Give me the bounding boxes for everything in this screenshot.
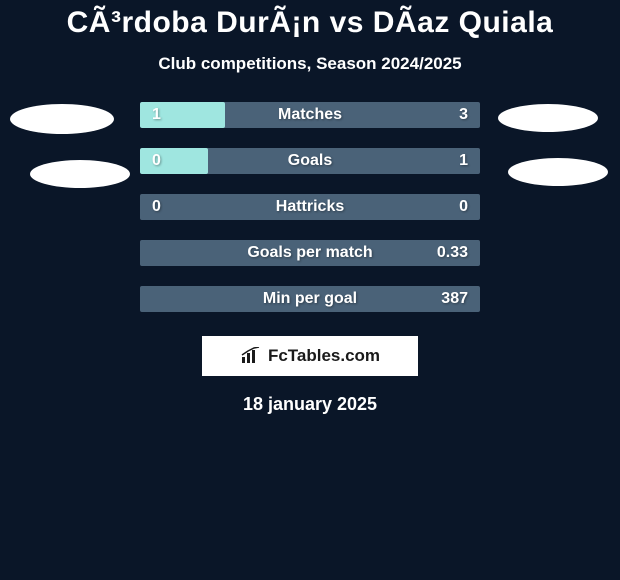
stat-value-right: 1 <box>459 152 468 170</box>
stat-label: Hattricks <box>276 198 344 216</box>
right-player-marks <box>498 102 610 186</box>
comparison-widget: CÃ³rdoba DurÃ¡n vs DÃaz Quiala Club comp… <box>0 0 620 415</box>
stat-row: 0 Goals 1 <box>140 148 480 174</box>
stat-value-left: 1 <box>152 106 161 124</box>
stat-row: 0 Hattricks 0 <box>140 194 480 220</box>
source-logo: FcTables.com <box>202 336 418 376</box>
player-ellipse <box>498 104 598 132</box>
player-ellipse <box>30 160 130 188</box>
subtitle: Club competitions, Season 2024/2025 <box>0 54 620 74</box>
stat-bar-fill <box>140 148 208 174</box>
stat-value-right: 387 <box>441 290 468 308</box>
stats-area: 1 Matches 3 0 Goals 1 0 Hattricks 0 Goals per mat… <box>0 102 620 312</box>
stat-label: Goals <box>288 152 332 170</box>
player-ellipse <box>508 158 608 186</box>
stat-row: Goals per match 0.33 <box>140 240 480 266</box>
date-label: 18 january 2025 <box>0 394 620 415</box>
stat-value-right: 0 <box>459 198 468 216</box>
chart-icon <box>240 347 262 365</box>
stat-row: 1 Matches 3 <box>140 102 480 128</box>
left-player-marks <box>10 102 122 188</box>
stat-row: Min per goal 387 <box>140 286 480 312</box>
stat-label: Matches <box>278 106 342 124</box>
logo-text: FcTables.com <box>268 346 380 366</box>
stat-value-right: 0.33 <box>437 244 468 262</box>
stat-value-left: 0 <box>152 198 161 216</box>
player-ellipse <box>10 104 114 134</box>
stat-value-left: 0 <box>152 152 161 170</box>
stat-label: Min per goal <box>263 290 357 308</box>
page-title: CÃ³rdoba DurÃ¡n vs DÃaz Quiala <box>0 6 620 40</box>
stat-label: Goals per match <box>247 244 372 262</box>
stat-value-right: 3 <box>459 106 468 124</box>
stat-bars: 1 Matches 3 0 Goals 1 0 Hattricks 0 Goals per mat… <box>140 102 480 312</box>
